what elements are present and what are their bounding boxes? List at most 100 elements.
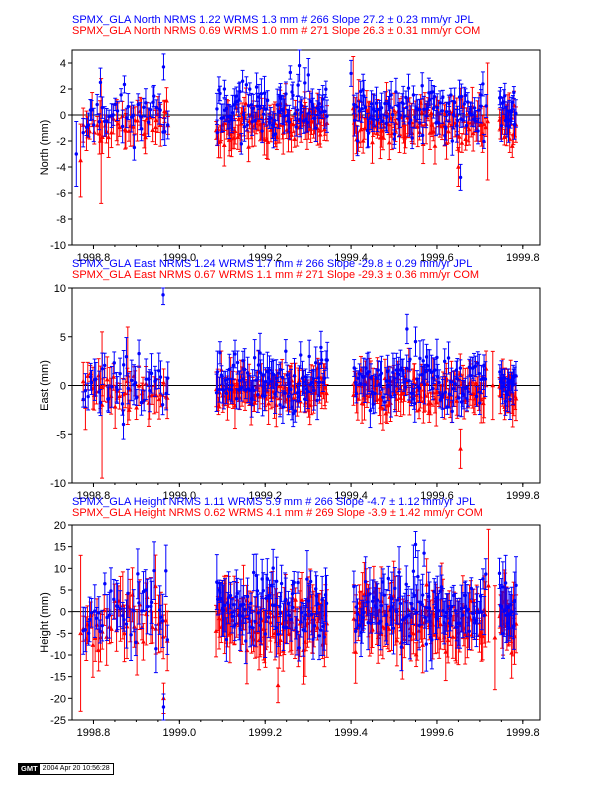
y-tick-label: 10 xyxy=(54,563,66,575)
data-point xyxy=(435,355,439,360)
data-point xyxy=(389,93,393,97)
data-point xyxy=(235,134,241,140)
data-point xyxy=(360,138,366,143)
data-point xyxy=(386,626,392,631)
data-point xyxy=(142,105,146,109)
data-point xyxy=(92,123,96,127)
data-point xyxy=(422,107,426,112)
data-point xyxy=(466,126,472,132)
data-point xyxy=(255,104,259,108)
data-point xyxy=(381,395,385,399)
data-point xyxy=(453,382,457,386)
y-tick-label: -20 xyxy=(50,693,66,705)
data-point xyxy=(160,402,165,407)
data-point xyxy=(141,639,146,644)
data-point xyxy=(263,379,268,384)
series-com xyxy=(78,528,519,714)
data-point xyxy=(297,381,302,386)
x-tick-label: 1999.6 xyxy=(420,490,454,502)
data-point xyxy=(435,375,440,379)
data-point xyxy=(217,387,222,392)
data-point xyxy=(123,128,129,133)
data-point xyxy=(463,136,469,141)
data-point xyxy=(352,118,357,123)
data-point xyxy=(371,117,375,122)
data-point xyxy=(243,388,248,392)
data-point xyxy=(446,356,451,360)
data-point xyxy=(513,396,519,401)
data-point xyxy=(380,406,386,411)
data-point xyxy=(126,104,130,109)
data-point xyxy=(131,113,136,117)
data-point xyxy=(158,108,162,112)
data-point xyxy=(411,630,416,636)
x-tick-label: 1999.0 xyxy=(163,727,197,739)
y-tick-label: -2 xyxy=(56,136,66,148)
data-point xyxy=(482,139,486,144)
data-point xyxy=(243,100,249,106)
data-point xyxy=(370,139,375,145)
data-point xyxy=(254,85,259,89)
data-point xyxy=(252,388,256,393)
data-point xyxy=(418,356,422,361)
data-point xyxy=(420,133,425,138)
data-point xyxy=(420,642,426,647)
data-point xyxy=(398,395,404,400)
data-point xyxy=(133,381,138,385)
data-point xyxy=(377,383,381,387)
data-point xyxy=(245,123,249,127)
data-point xyxy=(118,371,122,376)
data-point xyxy=(278,96,283,101)
data-point xyxy=(112,361,116,365)
data-point xyxy=(319,390,325,395)
data-point xyxy=(477,108,481,112)
data-point xyxy=(467,365,472,369)
data-point xyxy=(452,100,457,105)
data-point xyxy=(267,368,272,372)
data-point xyxy=(386,140,392,145)
data-point xyxy=(415,124,421,129)
data-point xyxy=(256,393,260,397)
data-point xyxy=(117,124,123,130)
x-tick-label: 1999.6 xyxy=(420,252,454,264)
data-point xyxy=(385,114,389,119)
data-point xyxy=(89,108,94,112)
y-axis-label: North (mm) xyxy=(39,120,51,176)
data-point xyxy=(444,110,449,114)
data-point xyxy=(424,582,430,587)
x-tick-label: 1999.8 xyxy=(506,490,540,502)
data-point xyxy=(251,106,255,110)
data-point xyxy=(325,114,329,118)
data-point xyxy=(152,94,156,98)
chart-title-line-2: SPMX_GLA East NRMS 0.67 WRMS 1.1 mm # 27… xyxy=(72,269,479,281)
data-point xyxy=(292,374,297,378)
data-point xyxy=(161,293,165,297)
data-point xyxy=(256,363,261,367)
data-point xyxy=(376,368,380,372)
y-tick-label: 20 xyxy=(54,520,66,532)
data-point xyxy=(239,385,244,390)
data-point xyxy=(450,139,455,143)
data-point xyxy=(441,392,445,397)
data-point xyxy=(431,106,436,111)
data-point xyxy=(215,370,220,374)
data-point xyxy=(476,361,480,365)
data-point xyxy=(458,366,463,370)
chart-panel-east: SPMX_GLA East NRMS 1.24 WRMS 1.7 mm # 26… xyxy=(39,258,541,502)
data-point xyxy=(286,394,291,398)
data-point xyxy=(136,102,140,107)
data-point xyxy=(466,390,470,394)
data-point xyxy=(295,108,300,112)
x-tick-label: 1999.2 xyxy=(248,490,282,502)
y-tick-label: -10 xyxy=(50,240,66,252)
data-point xyxy=(459,140,465,145)
data-point xyxy=(307,354,311,359)
data-point xyxy=(96,373,102,378)
data-point xyxy=(233,352,237,356)
data-point xyxy=(132,145,137,150)
data-point xyxy=(302,400,308,405)
data-point xyxy=(389,395,393,399)
data-point xyxy=(234,397,239,401)
data-point xyxy=(442,359,447,364)
